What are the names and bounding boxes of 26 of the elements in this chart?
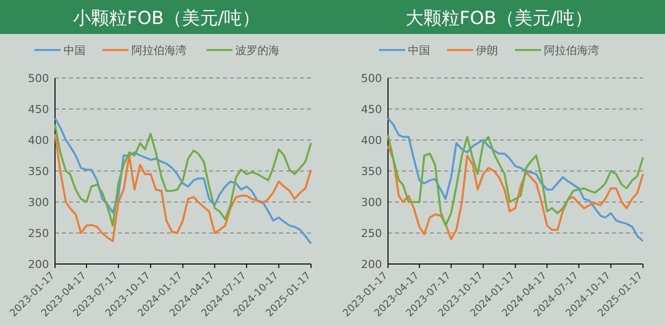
chart-title: 大颗粒FOB（美元/吨） <box>406 8 592 29</box>
legend-label: 伊朗 <box>476 44 498 57</box>
y-tick-label: 200 <box>361 258 382 271</box>
chart-title: 小颗粒FOB（美元/吨） <box>73 8 260 29</box>
y-tick-label: 500 <box>361 72 382 85</box>
y-tick-label: 250 <box>28 227 49 240</box>
y-tick-label: 500 <box>28 72 49 85</box>
y-tick-label: 300 <box>28 196 49 209</box>
y-tick-label: 200 <box>28 258 49 271</box>
legend-label: 阿拉伯海湾 <box>132 44 186 57</box>
y-tick-label: 400 <box>28 134 49 147</box>
y-tick-label: 350 <box>361 165 382 178</box>
y-tick-label: 250 <box>361 227 382 240</box>
line-series <box>387 117 644 242</box>
line-series <box>387 145 644 240</box>
y-tick-label: 400 <box>361 134 382 147</box>
legend-label: 波罗的海 <box>236 44 280 57</box>
line-series <box>54 124 312 227</box>
legend-label: 中国 <box>408 44 430 57</box>
legend-label: 中国 <box>64 44 86 57</box>
legend-label: 阿拉伯海湾 <box>544 44 599 57</box>
y-tick-label: 450 <box>361 103 382 116</box>
y-tick-label: 350 <box>28 165 49 178</box>
line-series <box>387 134 644 227</box>
y-tick-label: 450 <box>28 103 49 116</box>
y-tick-label: 300 <box>361 196 382 209</box>
